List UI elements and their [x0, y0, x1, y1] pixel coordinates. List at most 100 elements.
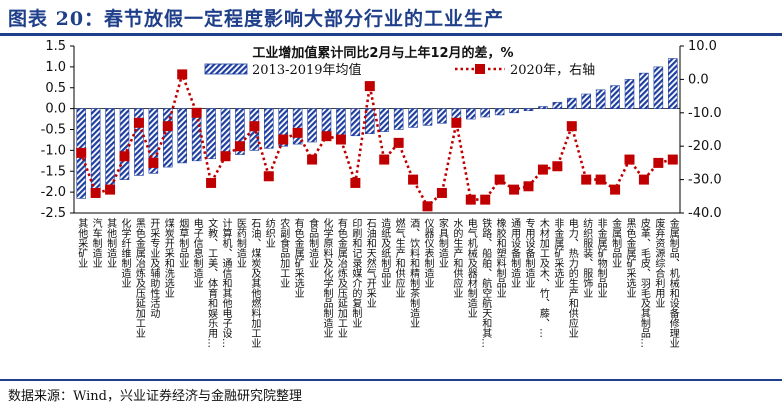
line-point-marker	[523, 181, 534, 192]
left-tick-label: -0.5	[41, 123, 66, 138]
line-point-marker	[624, 154, 635, 165]
bar-mark	[494, 108, 505, 116]
category-label: 金属制品、机械和设备修理业	[667, 217, 679, 348]
left-tick-label: 0.0	[45, 102, 66, 117]
bar-mark	[581, 93, 591, 109]
category-label: 橡胶和塑料制品业	[494, 217, 506, 298]
line-point-marker	[465, 194, 476, 205]
bar-mark	[148, 108, 159, 174]
category-label: 开采专业及辅助性活动	[148, 218, 160, 319]
category-label: 铁路、船舶、航空航天和其…	[480, 217, 492, 348]
category-label: 有色金属矿采选业	[292, 217, 304, 298]
line-point-marker	[278, 134, 289, 145]
bar-mark	[307, 108, 317, 143]
legend-line-label: 2020年，右轴	[510, 63, 595, 78]
line-point-marker	[653, 157, 664, 168]
line-point-marker	[379, 154, 390, 165]
bar-mark	[538, 106, 548, 109]
left-tick-label: 0.5	[45, 81, 66, 96]
category-label: 其他制造业	[105, 218, 117, 268]
bar-mark	[393, 108, 404, 130]
line-point-marker	[408, 174, 419, 185]
bar-mark	[653, 66, 664, 109]
bar-mark	[523, 108, 534, 112]
category-label: 电气机械及器材制造业	[465, 217, 477, 318]
category-label: 石油、煤炭及其他燃料加工业	[249, 218, 261, 348]
chart: 1.5 1.0 0.5 0.0 -0.5 -1.0 -1.5 -2.0 -2.5 10.0 0.0 -…	[41, 39, 722, 348]
figure-title: 图表 20：春节放假一定程度影响大部分行业的工业生产	[8, 8, 505, 30]
right-tick-label: 10.0	[688, 39, 717, 54]
category-label: 印刷和记录媒介的复制业	[350, 218, 362, 328]
line-point-marker	[307, 154, 318, 165]
bar-mark	[134, 108, 144, 176]
category-label: 汽车制造业	[90, 217, 102, 268]
category-label: 家具制造业	[436, 217, 448, 268]
bar-mark	[552, 102, 563, 109]
category-label: 造纸及纸制品业	[379, 217, 391, 288]
bar-mark	[466, 108, 476, 120]
category-label: 电力、热力的生产和供应业	[566, 217, 578, 338]
line-point-marker	[638, 174, 649, 185]
line-point-marker	[422, 201, 433, 212]
line-point-marker	[552, 161, 563, 172]
line-point-marker	[480, 194, 491, 205]
line-point-marker	[220, 151, 231, 162]
source-note: 数据来源：Wind，兴业证券经济与金融研究院整理	[8, 389, 302, 404]
bar-mark	[624, 79, 635, 109]
category-label: 酒、饮料和精制茶制造业	[408, 218, 420, 328]
line-point-marker	[364, 81, 375, 92]
category-label: 文教、工美、体育和娱乐用…	[206, 217, 218, 348]
category-label: 黑色金属冶炼及压延加工业	[133, 218, 145, 338]
chart-title: 工业增加值累计同比2月与上年12月的差，%	[252, 45, 513, 61]
right-tick-label: -40.0	[688, 206, 722, 221]
category-label: 燃气生产和供应业	[393, 217, 405, 298]
line-point-marker	[595, 174, 606, 185]
bar-mark	[90, 108, 101, 193]
bar-mark	[365, 108, 375, 134]
line-point-marker	[263, 171, 274, 182]
right-tick-label: -30.0	[688, 173, 722, 188]
legend: 2013-2019年均值 2020年，右轴	[204, 62, 595, 78]
line-point-marker	[509, 184, 520, 195]
line-point-marker	[148, 157, 159, 168]
category-label: 农副食品加工业	[278, 217, 290, 288]
bar-mark	[408, 108, 418, 128]
category-label: 水的生产和供应业	[451, 218, 463, 298]
line-point-marker	[162, 121, 173, 132]
category-label: 专用设备制造业	[523, 217, 535, 288]
line-point-marker	[393, 137, 404, 148]
line-point-marker	[335, 134, 346, 145]
line-point-marker	[566, 121, 577, 132]
bar-mark	[668, 58, 678, 109]
bar-mark	[235, 108, 245, 155]
bar-mark	[567, 97, 577, 109]
legend-line-marker	[475, 64, 485, 74]
category-label: 纺织业	[263, 217, 275, 248]
bar-mark	[350, 108, 361, 137]
bar-mark	[206, 108, 216, 160]
left-tick-label: -2.5	[41, 206, 66, 221]
bar-mark	[595, 89, 606, 109]
bar-mark	[220, 108, 231, 157]
bar-mark	[480, 108, 490, 118]
category-label: 煤炭开采和洗选业	[162, 217, 174, 298]
category-label: 烟草制品业	[177, 217, 189, 268]
bar-mark	[509, 108, 519, 114]
line-point-marker	[610, 184, 621, 195]
category-label: 皮革、毛皮、羽毛及其制品…	[638, 217, 650, 348]
bar-mark	[105, 108, 115, 191]
legend-bar-swatch	[204, 63, 248, 75]
bar-mark	[278, 108, 288, 147]
category-label: 黑色金属矿采选业	[624, 218, 636, 298]
category-label: 石油和天然气开采业	[364, 218, 376, 308]
title-rule	[0, 33, 782, 36]
line-point-marker	[451, 117, 462, 128]
line-point-marker	[206, 177, 217, 188]
left-tick-label: 1.5	[45, 39, 66, 54]
category-label: 化学原料及化学制品制造业	[321, 217, 333, 338]
category-label: 其他采矿业	[76, 218, 88, 268]
line-point-marker	[350, 177, 361, 188]
bar-mark	[264, 108, 274, 149]
series-2020-line	[79, 70, 674, 209]
source-rule	[0, 379, 782, 381]
